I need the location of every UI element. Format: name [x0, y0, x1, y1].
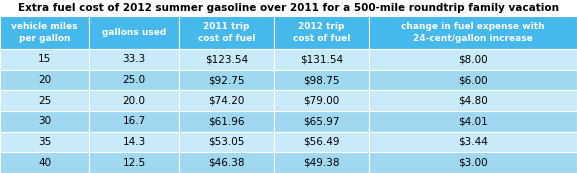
Text: $61.96: $61.96 — [208, 116, 245, 126]
Text: Extra fuel cost of 2012 summer gasoline over 2011 for a 500-mile roundtrip famil: Extra fuel cost of 2012 summer gasoline … — [18, 3, 559, 13]
Bar — [89, 90, 179, 111]
Bar — [0, 49, 89, 70]
Text: $3.00: $3.00 — [458, 158, 488, 168]
Text: $123.54: $123.54 — [205, 54, 248, 64]
Text: $92.75: $92.75 — [208, 75, 245, 85]
Bar — [0, 70, 89, 90]
Bar — [179, 49, 274, 70]
Text: change in fuel expense with
24-cent/gallon increase: change in fuel expense with 24-cent/gall… — [402, 22, 545, 43]
Bar — [0, 90, 89, 111]
Text: 15: 15 — [38, 54, 51, 64]
Text: $49.38: $49.38 — [304, 158, 340, 168]
Bar — [179, 132, 274, 152]
Bar — [369, 90, 577, 111]
Text: 12.5: 12.5 — [122, 158, 146, 168]
Bar — [89, 132, 179, 152]
Bar — [89, 111, 179, 132]
Text: $65.97: $65.97 — [304, 116, 340, 126]
Text: 2012 trip
cost of fuel: 2012 trip cost of fuel — [293, 22, 350, 43]
Text: $131.54: $131.54 — [300, 54, 343, 64]
Bar — [0, 111, 89, 132]
Bar — [274, 132, 369, 152]
Bar — [274, 90, 369, 111]
Bar — [369, 152, 577, 173]
Bar — [89, 49, 179, 70]
Text: 16.7: 16.7 — [122, 116, 146, 126]
Text: 25.0: 25.0 — [122, 75, 146, 85]
Text: 14.3: 14.3 — [122, 137, 146, 147]
Text: $74.20: $74.20 — [208, 96, 245, 106]
Bar — [369, 16, 577, 49]
Text: $4.01: $4.01 — [458, 116, 488, 126]
Bar — [274, 152, 369, 173]
Bar — [0, 132, 89, 152]
Bar — [369, 70, 577, 90]
Text: $56.49: $56.49 — [304, 137, 340, 147]
Text: 35: 35 — [38, 137, 51, 147]
Text: $79.00: $79.00 — [304, 96, 340, 106]
Bar — [179, 90, 274, 111]
Bar — [274, 111, 369, 132]
Bar — [179, 70, 274, 90]
Bar — [0, 152, 89, 173]
Text: $3.44: $3.44 — [458, 137, 488, 147]
Text: 20: 20 — [38, 75, 51, 85]
Text: $4.80: $4.80 — [458, 96, 488, 106]
Bar — [369, 132, 577, 152]
Text: $53.05: $53.05 — [208, 137, 245, 147]
Text: 40: 40 — [38, 158, 51, 168]
Bar — [179, 152, 274, 173]
Text: gallons used: gallons used — [102, 28, 166, 37]
Bar — [369, 111, 577, 132]
Bar — [274, 70, 369, 90]
Text: vehicle miles
per gallon: vehicle miles per gallon — [12, 22, 78, 43]
Bar — [0, 16, 89, 49]
Bar — [369, 49, 577, 70]
Text: 20.0: 20.0 — [123, 96, 145, 106]
Bar — [89, 16, 179, 49]
Text: $6.00: $6.00 — [458, 75, 488, 85]
Text: 2011 trip
cost of fuel: 2011 trip cost of fuel — [198, 22, 255, 43]
Bar — [89, 70, 179, 90]
Bar — [179, 16, 274, 49]
Bar — [274, 49, 369, 70]
Text: $98.75: $98.75 — [304, 75, 340, 85]
Text: $46.38: $46.38 — [208, 158, 245, 168]
Text: 33.3: 33.3 — [122, 54, 146, 64]
Text: 25: 25 — [38, 96, 51, 106]
Bar — [274, 16, 369, 49]
Bar — [179, 111, 274, 132]
Bar — [89, 152, 179, 173]
Text: 30: 30 — [38, 116, 51, 126]
Text: $8.00: $8.00 — [458, 54, 488, 64]
